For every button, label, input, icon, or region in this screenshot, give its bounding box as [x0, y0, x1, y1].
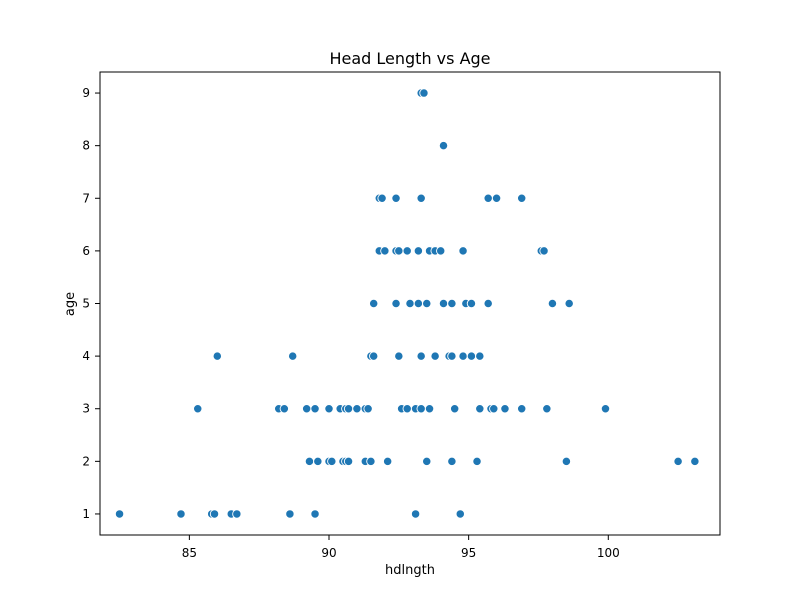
data-point	[413, 246, 424, 256]
data-point	[416, 351, 426, 361]
data-point	[288, 351, 298, 361]
data-point	[285, 509, 295, 519]
data-point	[475, 351, 485, 361]
data-point	[561, 456, 572, 466]
data-point	[436, 246, 446, 256]
data-point	[422, 298, 432, 309]
data-point	[391, 298, 401, 309]
data-point	[438, 298, 449, 309]
data-point	[369, 351, 379, 361]
data-point	[542, 404, 552, 414]
data-point	[176, 509, 186, 519]
data-point	[232, 509, 242, 519]
data-point	[491, 193, 502, 203]
data-point	[391, 193, 401, 203]
data-point	[564, 298, 574, 309]
points-layer	[114, 88, 700, 519]
y-tick-label: 5	[82, 297, 90, 311]
y-tick-label: 2	[82, 454, 90, 468]
data-point	[369, 298, 379, 309]
x-tick-label: 85	[182, 546, 197, 560]
data-point	[343, 456, 354, 466]
data-point	[547, 298, 558, 309]
data-point	[410, 509, 421, 519]
data-point	[327, 456, 337, 466]
data-point	[419, 88, 429, 98]
data-point	[313, 456, 323, 466]
y-tick-label: 8	[82, 139, 90, 153]
data-point	[380, 246, 390, 256]
x-tick-label: 95	[461, 546, 476, 560]
data-point	[310, 509, 320, 519]
data-point	[402, 404, 412, 414]
data-point	[466, 351, 477, 361]
data-point	[383, 456, 393, 466]
data-point	[517, 193, 527, 203]
y-tick-label: 1	[82, 507, 90, 521]
data-point	[483, 193, 493, 203]
data-point	[413, 298, 424, 309]
data-point	[377, 193, 387, 203]
data-point	[424, 404, 435, 414]
data-point	[279, 404, 289, 414]
data-point	[539, 246, 549, 256]
data-point	[600, 404, 611, 414]
data-point	[405, 298, 415, 309]
data-point	[343, 404, 354, 414]
data-point	[209, 509, 220, 519]
y-tick-label: 7	[82, 191, 90, 205]
y-axis: 1 2 3 4 5 6 7 8 9	[82, 86, 100, 521]
data-point	[422, 456, 432, 466]
chart-title: Head Length vs Age	[329, 49, 490, 68]
x-axis-label: hdlngth	[385, 563, 435, 578]
data-point	[458, 246, 468, 256]
data-point	[466, 298, 477, 309]
y-tick-label: 6	[82, 244, 90, 258]
data-point	[447, 456, 457, 466]
data-point	[430, 351, 440, 361]
data-point	[416, 193, 426, 203]
y-tick-label: 9	[82, 86, 90, 100]
data-point	[310, 404, 320, 414]
data-point	[416, 404, 426, 414]
data-point	[394, 351, 404, 361]
data-point	[455, 509, 465, 519]
data-point	[212, 351, 222, 361]
data-point	[475, 404, 485, 414]
x-tick-label: 100	[597, 546, 620, 560]
data-point	[304, 456, 315, 466]
data-point	[366, 456, 376, 466]
data-point	[447, 298, 457, 309]
data-point	[472, 456, 482, 466]
data-point	[673, 456, 683, 466]
data-point	[302, 404, 312, 414]
x-tick-label: 90	[321, 546, 336, 560]
data-point	[450, 404, 460, 414]
data-point	[193, 404, 203, 414]
data-point	[500, 404, 510, 414]
y-tick-label: 4	[82, 349, 90, 363]
y-tick-label: 3	[82, 402, 90, 416]
data-point	[483, 298, 493, 309]
data-point	[394, 246, 404, 256]
data-point	[458, 351, 468, 361]
data-point	[324, 404, 334, 414]
data-point	[438, 141, 449, 151]
data-point	[363, 404, 373, 414]
data-point	[517, 404, 527, 414]
x-axis: 85 90 95 100	[182, 535, 620, 560]
data-point	[690, 456, 700, 466]
data-point	[402, 246, 412, 256]
data-point	[352, 404, 362, 414]
data-point	[447, 351, 457, 361]
y-axis-label: age	[63, 292, 78, 316]
data-point	[489, 404, 499, 414]
data-point	[114, 509, 125, 519]
